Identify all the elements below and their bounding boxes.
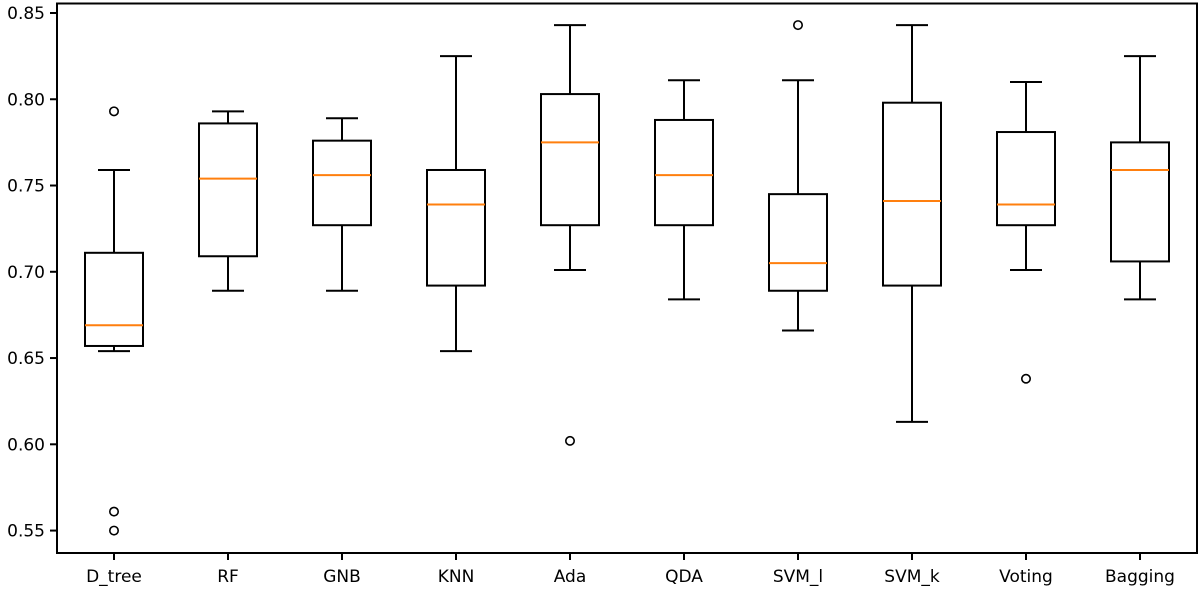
iqr-box-Voting [996, 131, 1056, 227]
x-tick-label-KNN: KNN [438, 567, 475, 587]
x-tick-label-Ada: Ada [554, 567, 587, 587]
outlier-D_tree [109, 525, 120, 536]
iqr-box-KNN [426, 168, 486, 287]
y-tick-label: 0.80 [7, 90, 45, 110]
outlier-SVM_l [792, 20, 803, 31]
outlier-D_tree [109, 506, 120, 517]
x-tick-label-RF: RF [217, 567, 239, 587]
iqr-box-SVM_l [768, 193, 828, 292]
iqr-box-GNB [312, 139, 372, 227]
outlier-Voting [1020, 373, 1031, 384]
y-tick-label: 0.55 [7, 522, 45, 542]
outlier-D_tree [109, 106, 120, 117]
iqr-box-Bagging [1110, 141, 1170, 263]
axes-frame [56, 2, 1198, 554]
y-tick-label: 0.75 [7, 177, 45, 197]
iqr-box-SVM_k [882, 101, 942, 287]
x-tick-label-Bagging: Bagging [1105, 567, 1175, 587]
x-tick-label-SVM_l: SVM_l [773, 567, 823, 587]
x-tick-label-QDA: QDA [665, 567, 703, 587]
x-tick-label-D_tree: D_tree [86, 567, 142, 587]
iqr-box-QDA [654, 118, 714, 227]
x-tick-label-GNB: GNB [323, 567, 361, 587]
x-tick-label-Voting: Voting [999, 567, 1053, 587]
outlier-Ada [564, 435, 575, 446]
iqr-box-Ada [540, 93, 600, 227]
y-tick-label: 0.85 [7, 4, 45, 24]
x-tick-label-SVM_k: SVM_k [884, 567, 940, 587]
y-tick-label: 0.65 [7, 349, 45, 369]
iqr-box-RF [198, 122, 258, 258]
iqr-box-D_tree [84, 251, 144, 347]
y-tick-label: 0.60 [7, 435, 45, 455]
y-tick-label: 0.70 [7, 263, 45, 283]
